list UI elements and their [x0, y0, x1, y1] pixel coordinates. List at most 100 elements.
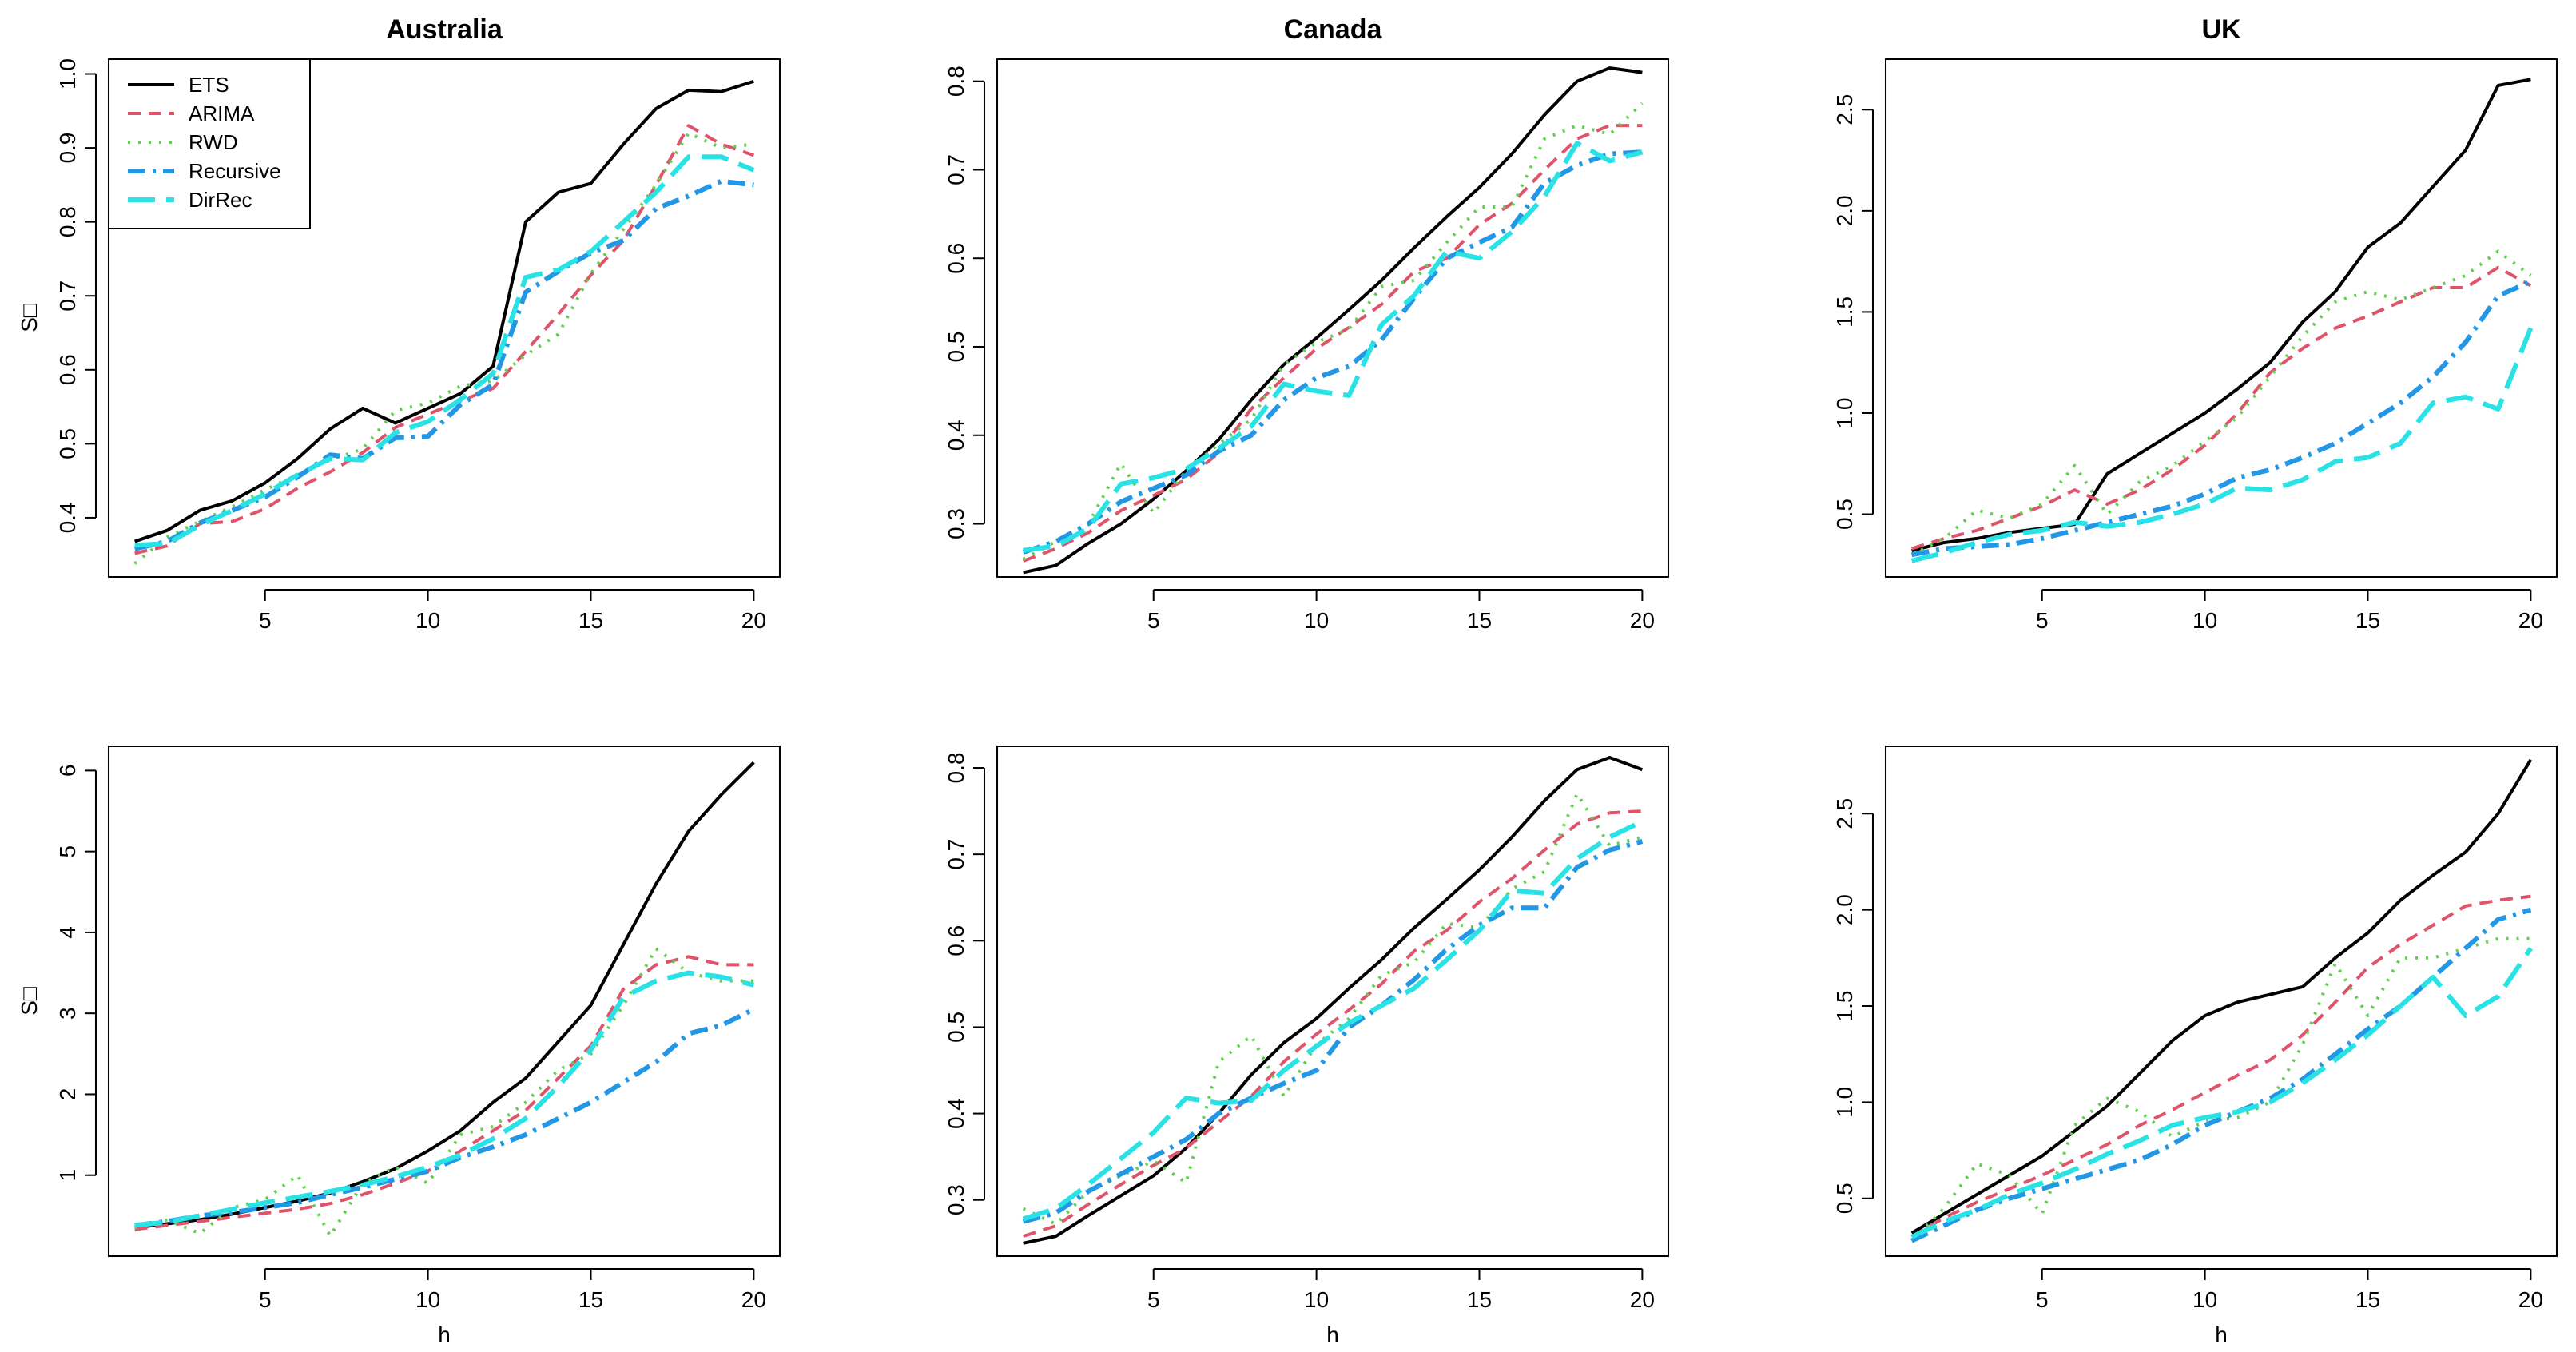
y-tick-label: 0.4 [55, 502, 80, 533]
series-line-arima [1910, 894, 2531, 1239]
series-line-ets [1023, 66, 1643, 575]
x-tick-label: 20 [1630, 608, 1655, 633]
x-tick-label: 20 [2518, 1287, 2543, 1312]
x-tick-label: 10 [2192, 608, 2217, 633]
y-tick-label: 1 [55, 1169, 80, 1182]
y-tick-label: 1.0 [1832, 398, 1857, 429]
x-tick-label: 10 [2192, 1287, 2217, 1312]
y-axis-label: S□ [17, 987, 42, 1016]
series-line-rwd [134, 947, 754, 1238]
series-line-rwd [1022, 792, 1643, 1226]
series-line-rwd [1910, 249, 2532, 556]
y-tick-label: 0.5 [944, 1012, 968, 1043]
x-tick-label: 15 [1467, 608, 1492, 633]
x-tick-label: 20 [1630, 1287, 1655, 1312]
x-tick-label: 5 [259, 608, 272, 633]
panel-title: Australia [386, 14, 503, 45]
x-axis-label: h [2215, 1322, 2228, 1347]
series-line-recursive [1910, 907, 2532, 1243]
series-line-rwd [1910, 936, 2531, 1243]
y-tick-label: 0.5 [1832, 1183, 1857, 1214]
y-tick-label: 2 [55, 1088, 80, 1101]
series-line-rwd [1022, 101, 1644, 561]
x-tick-label: 5 [2036, 1287, 2049, 1312]
y-tick-label: 1.5 [1832, 296, 1857, 328]
y-tick-label: 0.4 [944, 1098, 968, 1129]
panel-3: UK 5 10 15 20 0.5 1.0 1.5 2.0 2.5 [1832, 14, 2558, 633]
y-tick-label: 2.5 [1832, 94, 1857, 125]
series-line-recursive [1022, 839, 1644, 1224]
series-line-dirrec [1022, 819, 1644, 1222]
y-tick-label: 0.3 [944, 508, 968, 539]
plot-frame [996, 746, 1669, 1257]
plot-frame [1885, 58, 2558, 578]
series-line-ets [133, 79, 754, 543]
y-tick-label: 0.5 [55, 428, 80, 459]
series-line-ets [1911, 78, 2531, 553]
series-line-recursive [134, 1007, 755, 1228]
series-line-recursive [1022, 149, 1643, 555]
x-tick-label: 15 [578, 1287, 603, 1312]
x-tick-label: 15 [2355, 1287, 2380, 1312]
plot-frame [108, 58, 781, 578]
x-tick-label: 10 [1304, 608, 1329, 633]
panel-2: Canada 5 10 15 20 0.3 0.4 0.5 0.6 0.7 0.8 [944, 14, 1669, 633]
series-line-arima [1022, 124, 1643, 563]
y-tick-label: 0.8 [944, 753, 968, 784]
legend: ETS ARIMA RWD Recursive DirRec [108, 58, 311, 229]
plot-frame [996, 58, 1669, 578]
x-tick-label: 10 [415, 1287, 440, 1312]
x-tick-label: 20 [2518, 608, 2543, 633]
panel-6: 5 10 15 20 0.5 1.0 1.5 2.0 2.5 h [1832, 746, 2558, 1347]
x-tick-label: 10 [1304, 1287, 1329, 1312]
y-tick-label: 0.7 [944, 154, 968, 185]
series-line-dirrec [1023, 141, 1644, 553]
y-tick-label: 0.6 [944, 243, 968, 274]
series-line-recursive [133, 178, 754, 551]
x-tick-label: 5 [1147, 1287, 1160, 1312]
y-tick-label: 0.7 [944, 839, 968, 870]
x-tick-label: 20 [741, 608, 766, 633]
series-line-recursive [1911, 279, 2532, 558]
y-tick-label: 4 [55, 926, 80, 939]
legend-label: DirRec [189, 188, 252, 212]
x-axis-label: h [1326, 1322, 1339, 1347]
series-line-dirrec [134, 970, 755, 1228]
y-tick-label: 2.0 [1832, 195, 1857, 226]
y-tick-label: 0.8 [55, 206, 80, 237]
y-tick-label: 0.4 [944, 420, 968, 451]
x-tick-label: 15 [1467, 1287, 1492, 1312]
series-line-arima [1023, 809, 1643, 1239]
y-tick-label: 1.0 [55, 58, 80, 89]
y-tick-label: 2.5 [1832, 798, 1857, 829]
x-tick-label: 10 [415, 608, 440, 633]
x-tick-label: 5 [2036, 608, 2049, 633]
panel-title: Canada [1284, 14, 1383, 45]
series-line-ets [1910, 758, 2533, 1235]
legend-label: ARIMA [189, 101, 255, 125]
y-tick-label: 0.7 [55, 280, 80, 312]
plot-frame [1885, 746, 2558, 1257]
y-tick-label: 0.5 [1832, 499, 1857, 530]
panel-title: UK [2201, 14, 2241, 45]
series-line-ets [1023, 756, 1644, 1245]
y-tick-label: 0.9 [55, 133, 80, 164]
panel-4: 5 10 15 20 1 2 3 4 5 6 S□ h [17, 746, 781, 1347]
x-tick-label: 20 [741, 1287, 766, 1312]
x-axis-label: h [438, 1322, 451, 1347]
panel-5: 5 10 15 20 0.3 0.4 0.5 0.6 0.7 0.8 h [944, 746, 1669, 1347]
y-tick-label: 0.6 [55, 354, 80, 385]
series-line-arima [134, 955, 754, 1231]
x-tick-label: 5 [259, 1287, 272, 1312]
plot-frame [108, 746, 781, 1257]
y-tick-label: 6 [55, 765, 80, 777]
legend-label: RWD [189, 130, 238, 154]
series-line-dirrec [134, 154, 755, 548]
x-tick-label: 15 [2355, 608, 2380, 633]
series-line-dirrec [1910, 327, 2534, 563]
series-line-dirrec [1910, 947, 2533, 1239]
y-tick-label: 3 [55, 1007, 80, 1020]
x-tick-label: 5 [1147, 608, 1160, 633]
y-tick-label: 1.5 [1832, 991, 1857, 1022]
